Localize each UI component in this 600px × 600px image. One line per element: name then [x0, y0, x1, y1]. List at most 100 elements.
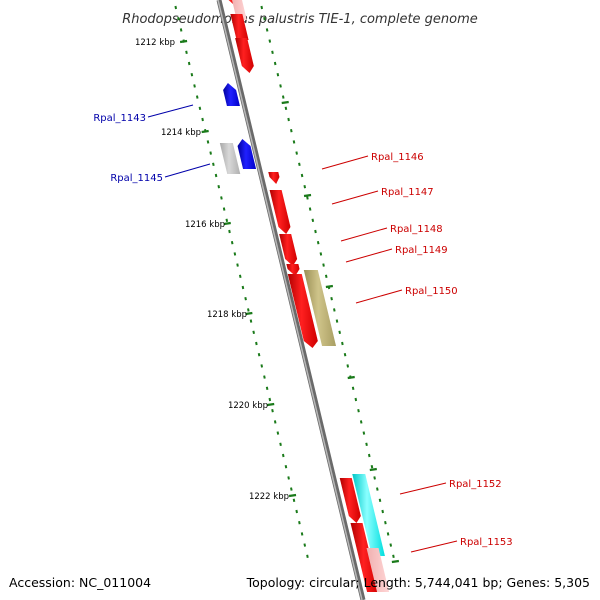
leader-line [340, 227, 388, 242]
major-tick [267, 402, 275, 407]
outer-dot [179, 28, 183, 32]
outer-dot [287, 476, 290, 480]
inner-dot [300, 173, 304, 178]
gene-rpal-1145[interactable] [237, 139, 257, 169]
gene-label-rpal-1148[interactable]: Rpal_1148 [390, 224, 443, 235]
outer-dot [271, 409, 274, 413]
inner-dot [341, 341, 344, 346]
outer-dot [209, 151, 212, 155]
major-tick [325, 284, 334, 289]
gene-rpal-1150-olive[interactable] [303, 270, 337, 346]
inner-dot [359, 420, 363, 424]
outer-dot [214, 173, 218, 178]
inner-dot [367, 453, 371, 458]
outer-dot [201, 117, 204, 122]
gene-rpal-1150[interactable] [287, 274, 318, 348]
gene-label-rpal-1146[interactable]: Rpal_1146 [371, 152, 424, 163]
kbp-1220-label: 1220 kbp [228, 401, 268, 411]
gene-label-rpal-1145[interactable]: Rpal_1145 [110, 173, 163, 184]
gene-label-rpal-1150[interactable]: Rpal_1150 [405, 286, 458, 297]
map-title: Rhodopseudomonas palustris TIE-1, comple… [122, 12, 478, 27]
outer-dot [276, 431, 280, 435]
inner-dot [263, 17, 266, 21]
major-tick [245, 311, 253, 316]
outer-dot [212, 162, 215, 166]
outer-dot [222, 207, 226, 211]
gene-rpal-1152[interactable] [339, 478, 361, 523]
gene-rpal-1148[interactable] [279, 234, 298, 266]
inner-dot [330, 297, 333, 301]
gene-rpal-1147[interactable] [269, 190, 291, 234]
label-leader-lines [147, 104, 458, 553]
outer-dotted-ring [174, 5, 309, 558]
outer-dot [300, 532, 304, 536]
outer-dot [187, 61, 191, 66]
outer-dot [198, 106, 202, 110]
inner-dot [268, 39, 272, 43]
inner-dot [333, 308, 336, 312]
outer-dot [193, 84, 196, 88]
gene-rpal-1145-grey[interactable] [219, 143, 241, 174]
inner-dot [271, 50, 274, 54]
outer-dot [279, 442, 282, 446]
major-tick [347, 375, 355, 380]
inner-dot [373, 476, 376, 480]
gene-label-rpal-1152[interactable]: Rpal_1152 [449, 479, 502, 490]
inner-dot [370, 465, 374, 469]
outer-dot [233, 252, 237, 256]
outer-dot [290, 487, 293, 491]
leader-line [331, 190, 379, 205]
inner-dot [362, 431, 366, 435]
outer-dot [292, 498, 296, 502]
inner-dot [384, 521, 387, 525]
inner-dot [311, 218, 315, 222]
kbp-1214-label: 1214 kbp [161, 128, 201, 138]
inner-dot [314, 229, 317, 234]
inner-dot [279, 84, 282, 88]
gene-rpal-1152-cyan[interactable] [352, 474, 385, 556]
kbp-1218-label: 1218 kbp [207, 310, 247, 320]
outer-dot [247, 308, 250, 312]
gene-label-rpal-1147[interactable]: Rpal_1147 [381, 187, 434, 198]
gene-label-rpal-1149[interactable]: Rpal_1149 [395, 245, 448, 256]
leader-line [410, 540, 458, 553]
gene-rpal-1146b[interactable] [268, 172, 280, 184]
outer-dot [257, 353, 261, 357]
gene-label-rpal-1143[interactable]: Rpal_1143 [93, 113, 146, 124]
inner-dot [346, 364, 350, 368]
inner-dot [381, 509, 384, 514]
outer-dot [252, 330, 255, 334]
inner-dot [306, 196, 309, 200]
outer-dot [249, 319, 253, 323]
major-tick [281, 100, 289, 105]
gene-top-red-b[interactable] [230, 14, 249, 40]
inner-dot [351, 386, 355, 390]
kbp-1216-label: 1216 kbp [185, 220, 225, 230]
inner-dot [287, 117, 290, 122]
gene-label-rpal-1153[interactable]: Rpal_1153 [460, 537, 513, 548]
genome-backbone-highlight [217, 0, 363, 600]
gene-rpal-1153-pink[interactable] [366, 548, 390, 592]
gene-rpal-1149[interactable] [286, 264, 300, 276]
outer-dot [228, 229, 231, 234]
outer-dot [238, 274, 242, 278]
major-tick [303, 193, 312, 198]
inner-dot [389, 543, 393, 547]
gene-rpal-1143[interactable] [223, 83, 240, 106]
outer-dot [265, 386, 269, 390]
inner-dot [319, 252, 323, 256]
outer-dot [195, 95, 199, 99]
inner-dot [295, 151, 298, 155]
inner-dot [298, 162, 301, 166]
gene-rpal-1146[interactable] [235, 38, 254, 73]
outer-dot [255, 341, 258, 346]
outer-dot [268, 397, 272, 402]
inner-dot [273, 61, 277, 66]
major-tick [201, 129, 209, 134]
outer-dot [217, 185, 221, 189]
outer-dot [206, 140, 210, 144]
gene-rpal-1153[interactable] [350, 523, 380, 592]
inner-dot [281, 95, 285, 99]
inner-dotted-ring [260, 5, 395, 558]
